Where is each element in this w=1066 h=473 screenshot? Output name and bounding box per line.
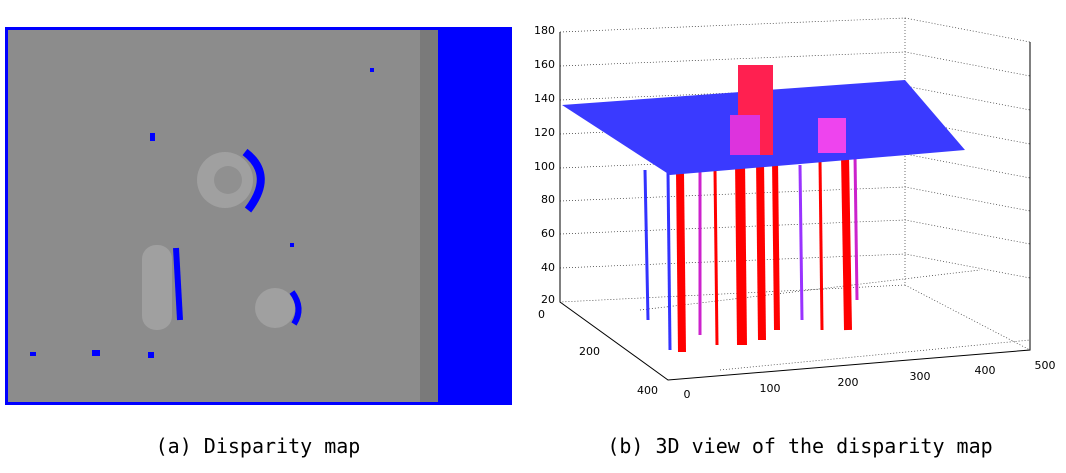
disparity-image [5, 27, 512, 405]
tick-label: 200 [838, 376, 859, 389]
tick-label: 20 [541, 293, 555, 306]
caption: (b) 3D view of the disparity map [607, 434, 992, 458]
tick-label: 0 [538, 308, 545, 321]
tick-label: 200 [579, 345, 600, 358]
tick-label: 100 [534, 160, 555, 173]
tick-label: 180 [534, 24, 555, 37]
x-ticks: 0 100 200 300 400 500 [684, 359, 1056, 401]
caption: (a) Disparity map [156, 434, 361, 458]
tick-label: 140 [534, 92, 555, 105]
y-ticks: 0 200 400 [538, 308, 658, 397]
tick-label: 100 [760, 382, 781, 395]
tick-label: 400 [975, 364, 996, 377]
tick-label: 160 [534, 58, 555, 71]
tick-label: 300 [910, 370, 931, 383]
tick-label: 500 [1035, 359, 1056, 372]
z-ticks: 180 160 140 120 100 80 60 40 20 [534, 24, 555, 306]
tick-label: 400 [637, 384, 658, 397]
plot-3d: 180 160 140 120 100 80 60 40 20 0 200 40… [534, 17, 1056, 401]
tick-label: 40 [541, 261, 555, 274]
tick-label: 0 [684, 388, 691, 401]
tick-label: 80 [541, 193, 555, 206]
tick-label: 120 [534, 126, 555, 139]
tick-label: 60 [541, 227, 555, 240]
